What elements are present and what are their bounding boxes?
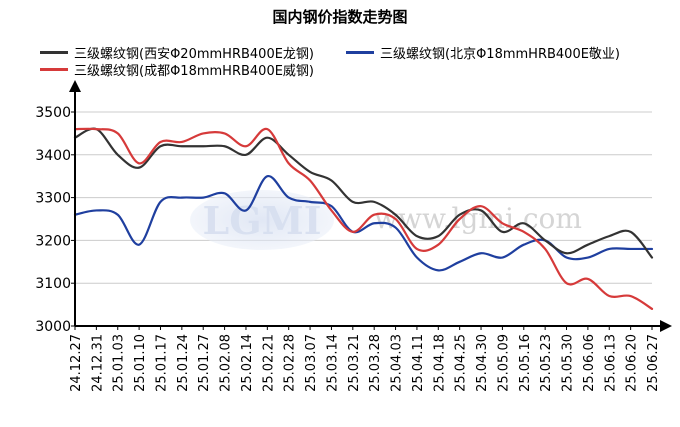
watermark: LGMI www.lgmi.com xyxy=(190,190,582,250)
x-axis-arrow-icon xyxy=(660,320,672,332)
x-tick-label: 25.01.27 xyxy=(197,334,212,392)
x-tick-label: 25.02.14 xyxy=(240,334,255,392)
legend-label-chengdu: 三级螺纹钢(成都Φ18mmHRB400E威钢) xyxy=(74,64,314,79)
y-axis-arrow-icon xyxy=(69,80,81,92)
watermark-logo-ellipse xyxy=(190,190,334,250)
x-tick-label: 25.04.18 xyxy=(432,334,447,392)
legend-swatch-chengdu xyxy=(40,68,68,71)
series-line-chengdu xyxy=(73,127,654,310)
x-tick-label: 25.02.28 xyxy=(283,334,298,392)
x-tick-label: 25.06.13 xyxy=(603,334,618,392)
series-line-xian xyxy=(73,127,654,259)
y-tick-label: 3400 xyxy=(35,148,71,164)
x-tick-label: 25.04.25 xyxy=(454,334,469,392)
x-tick-label: 25.04.30 xyxy=(475,334,490,392)
x-tick-label: 25.06.06 xyxy=(582,334,597,392)
legend-swatch-xian xyxy=(40,51,68,54)
y-tick-label: 3200 xyxy=(35,233,71,249)
legend-label-beijing: 三级螺纹钢(北京Φ18mmHRB400E敬业) xyxy=(380,47,620,62)
x-tick-label: 25.03.21 xyxy=(347,334,362,392)
x-tick-label: 25.05.09 xyxy=(496,334,511,392)
x-tick-label: 25.05.30 xyxy=(561,334,576,392)
x-tick-label: 25.01.17 xyxy=(154,334,169,392)
y-tick-label: 3100 xyxy=(35,276,71,292)
x-tick-label: 25.01.24 xyxy=(176,334,191,392)
x-tick-label: 25.01.03 xyxy=(112,334,127,392)
x-tick-label: 25.06.20 xyxy=(625,334,640,392)
x-tick-label: 25.06.27 xyxy=(646,334,661,392)
x-tick-label: 25.04.03 xyxy=(390,334,405,392)
series-group xyxy=(73,127,654,310)
legend-item-chengdu: 三级螺纹钢(成都Φ18mmHRB400E威钢) xyxy=(40,60,314,79)
x-tick-label: 25.05.16 xyxy=(518,334,533,392)
x-tick-label: 25.03.07 xyxy=(304,334,319,392)
y-tick-labels: 3000 3100 3200 3300 3400 3500 xyxy=(35,105,75,335)
x-tick-label: 25.05.23 xyxy=(539,334,554,392)
x-tick-label: 24.12.27 xyxy=(69,334,84,392)
chart-title: 国内钢价指数走势图 xyxy=(272,8,408,26)
x-tick-label: 25.02.21 xyxy=(261,334,276,392)
x-tick-label: 25.01.10 xyxy=(133,334,148,392)
x-tick-label: 25.04.11 xyxy=(411,334,426,392)
watermark-logo-text: LGMI xyxy=(202,198,321,243)
y-tick-label: 3000 xyxy=(35,319,71,335)
x-tick-label: 24.12.31 xyxy=(90,334,105,392)
x-tick-label: 25.03.14 xyxy=(325,334,340,392)
legend-label-xian: 三级螺纹钢(西安Φ20mmHRB400E龙钢) xyxy=(74,47,314,62)
x-tick-labels: 24.12.27 24.12.31 25.01.03 25.01.10 25.01.17… xyxy=(69,326,661,392)
legend-item-xian: 三级螺纹钢(西安Φ20mmHRB400E龙钢) xyxy=(40,43,314,62)
legend-item-beijing: 三级螺纹钢(北京Φ18mmHRB400E敬业) xyxy=(346,43,620,62)
axes xyxy=(69,80,672,332)
x-tick-label: 25.02.08 xyxy=(219,334,234,392)
y-tick-label: 3300 xyxy=(35,191,71,207)
legend-swatch-beijing xyxy=(346,51,374,54)
x-tick-label: 25.03.28 xyxy=(368,334,383,392)
y-tick-label: 3500 xyxy=(35,105,71,121)
